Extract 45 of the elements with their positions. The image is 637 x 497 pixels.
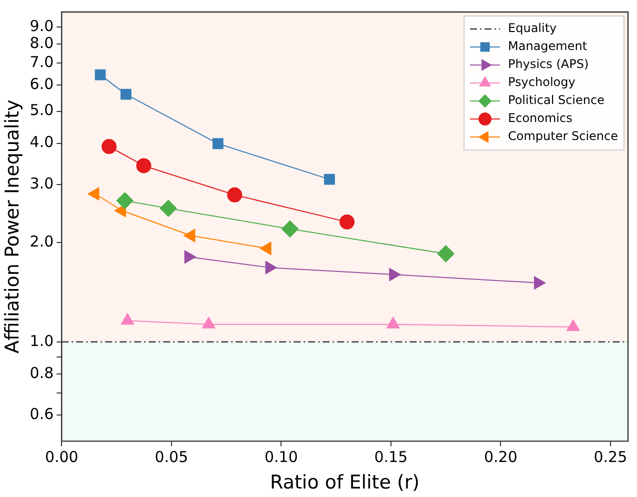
y-tick-label: 5.0 (30, 101, 54, 120)
x-tick-label: 0.20 (484, 448, 518, 466)
point (324, 174, 335, 185)
x-tick-label: 0.25 (594, 448, 628, 466)
y-tick-label: 3.0 (30, 174, 54, 192)
y-tick-label: 8.0 (30, 34, 54, 52)
y-tick-label: 7.0 (30, 52, 54, 71)
point (227, 187, 242, 202)
point (386, 316, 400, 328)
point (340, 214, 355, 230)
y-tick-label: 0.8 (30, 364, 54, 382)
legend-label: Equality (508, 21, 557, 36)
point (116, 192, 134, 210)
legend-label: Political Science (508, 93, 604, 108)
point (120, 88, 132, 100)
y-tick-label: 1.0 (30, 332, 54, 350)
point (437, 245, 454, 262)
point (281, 220, 298, 238)
point (94, 69, 106, 80)
point (566, 319, 580, 331)
point (88, 187, 100, 200)
point (212, 138, 224, 150)
y-tick-label: 2.0 (30, 232, 54, 250)
y-axis-title: Affiliation Power Inequality (1, 100, 24, 354)
x-tick-label: 0.00 (44, 448, 78, 466)
point (202, 316, 216, 328)
y-tick-label: 9.0 (30, 16, 54, 35)
point (136, 158, 152, 174)
legend-label: Physics (APS) (508, 57, 589, 72)
point (534, 276, 546, 290)
y-tick-label: 6.0 (30, 75, 54, 94)
legend-label: Computer Science (508, 129, 618, 144)
point (160, 200, 177, 217)
x-tick-label: 0.05 (154, 448, 188, 466)
legend-label: Management (508, 39, 588, 54)
point (120, 313, 134, 325)
y-tick-label: 4.0 (30, 133, 54, 152)
x-tick-label: 0.10 (264, 448, 298, 466)
legend-label: Economics (508, 111, 572, 126)
y-tick-label: 0.6 (30, 404, 54, 423)
point (102, 139, 117, 154)
point (184, 229, 196, 242)
x-tick-label: 0.15 (374, 448, 408, 466)
x-axis-title: Ratio of Elite (r) (270, 472, 420, 494)
legend-label: Psychology (508, 75, 576, 90)
